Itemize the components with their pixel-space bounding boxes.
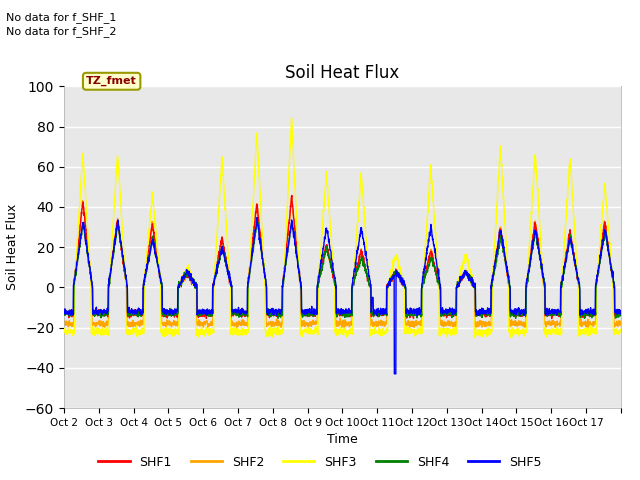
SHF5: [390, 371, 398, 377]
SHF4: [510, 313, 518, 319]
SHF5: [542, 311, 550, 316]
SHF4: [512, 315, 520, 321]
SHF1: [236, 309, 244, 314]
Line: SHF4: SHF4: [64, 220, 621, 318]
SHF4: [60, 311, 68, 317]
SHF3: [542, 328, 550, 334]
SHF1: [60, 308, 68, 313]
SHF2: [609, 277, 617, 283]
SHF2: [288, 195, 296, 201]
SHF1: [376, 312, 384, 317]
SHF5: [376, 309, 384, 314]
SHF1: [116, 233, 124, 239]
X-axis label: Time: Time: [327, 433, 358, 446]
SHF4: [116, 231, 124, 237]
SHF1: [617, 311, 625, 317]
SHF3: [617, 327, 625, 333]
SHF1: [548, 316, 556, 322]
SHF5: [253, 215, 261, 220]
SHF5: [60, 311, 68, 316]
SHF2: [116, 233, 124, 239]
SHF3: [510, 329, 518, 335]
SHF1: [541, 309, 549, 314]
SHF5: [236, 312, 244, 317]
Legend: SHF1, SHF2, SHF3, SHF4, SHF5: SHF1, SHF2, SHF3, SHF4, SHF5: [93, 451, 547, 474]
SHF1: [510, 312, 518, 317]
SHF3: [609, 286, 617, 292]
Y-axis label: Soil Heat Flux: Soil Heat Flux: [6, 204, 19, 290]
Line: SHF5: SHF5: [64, 217, 621, 374]
SHF1: [288, 192, 296, 198]
Line: SHF3: SHF3: [64, 118, 621, 337]
SHF2: [376, 319, 384, 325]
SHF5: [609, 274, 617, 280]
SHF3: [376, 328, 384, 334]
Title: Soil Heat Flux: Soil Heat Flux: [285, 64, 399, 82]
SHF5: [617, 308, 625, 313]
SHF3: [116, 180, 124, 185]
Text: TZ_fmet: TZ_fmet: [86, 76, 137, 86]
SHF4: [253, 217, 261, 223]
SHF4: [376, 311, 384, 316]
SHF2: [410, 327, 418, 333]
SHF4: [609, 273, 617, 278]
SHF5: [510, 309, 518, 315]
SHF1: [609, 278, 617, 284]
SHF2: [236, 320, 244, 326]
Line: SHF2: SHF2: [64, 198, 621, 330]
SHF3: [236, 329, 244, 335]
Text: No data for f_SHF_2: No data for f_SHF_2: [6, 26, 117, 37]
SHF2: [510, 318, 518, 324]
Line: SHF1: SHF1: [64, 195, 621, 319]
SHF4: [542, 311, 550, 316]
SHF2: [542, 321, 550, 327]
SHF5: [116, 229, 124, 235]
SHF2: [60, 320, 68, 326]
Text: No data for f_SHF_1: No data for f_SHF_1: [6, 12, 116, 23]
SHF3: [60, 326, 68, 332]
SHF4: [617, 313, 625, 319]
SHF3: [471, 335, 479, 340]
SHF3: [288, 115, 296, 121]
SHF2: [617, 318, 625, 324]
SHF4: [236, 311, 244, 316]
